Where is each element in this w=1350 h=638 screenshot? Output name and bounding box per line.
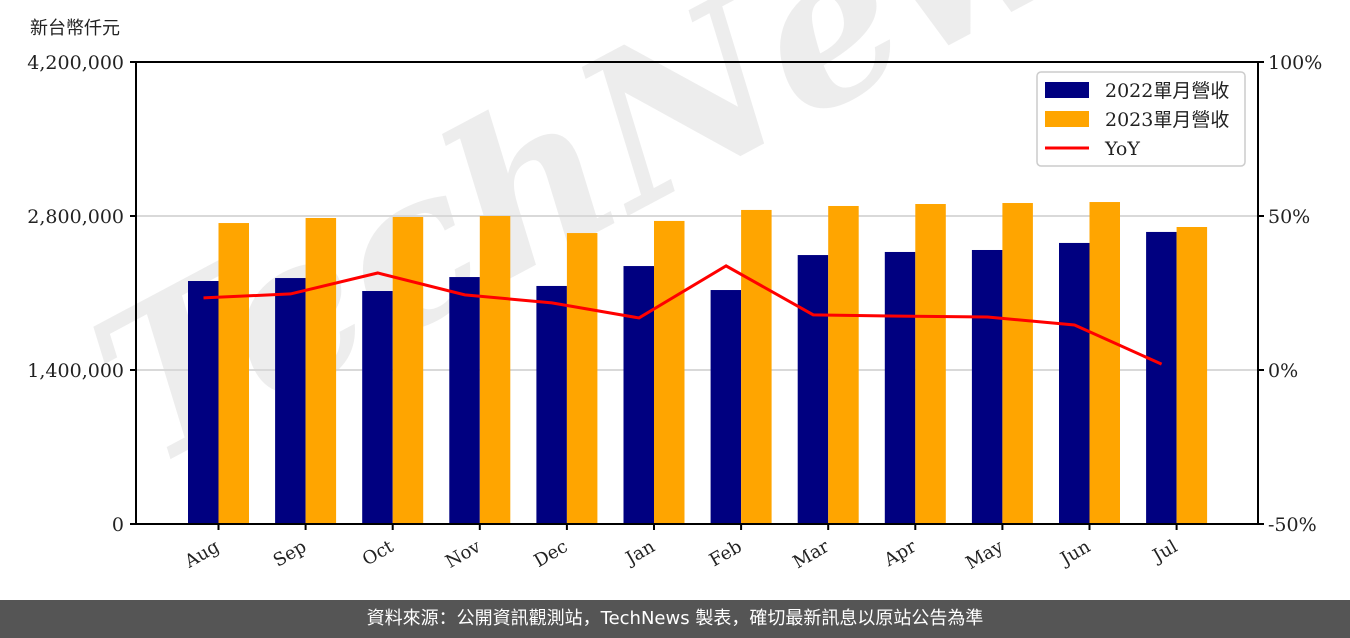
x-tick-label: Mar	[789, 536, 833, 573]
bar-2023-apr	[915, 204, 946, 524]
chart-canvas: TechNews01,400,0002,800,0004,200,000-50%…	[27, 0, 1322, 574]
bar-2022-jun	[1059, 242, 1090, 524]
bar-2023-oct	[392, 216, 424, 525]
bar-2022-feb	[710, 290, 742, 524]
x-tick-label: Jul	[1148, 536, 1182, 568]
legend-swatch-2022	[1045, 82, 1089, 98]
x-tick-label: Jan	[621, 536, 659, 570]
x-tick-label: Dec	[530, 536, 571, 572]
x-tick-label: Sep	[270, 536, 310, 571]
bar-2023-mar	[828, 205, 859, 525]
x-tick-label: Oct	[359, 536, 398, 571]
legend-label: YoY	[1104, 138, 1140, 160]
right-tick-label: -50%	[1268, 514, 1317, 536]
x-tick-label: Jun	[1055, 536, 1094, 571]
source-footer: 資料來源：公開資訊觀測站，TechNews 製表，確切最新訊息以原站公告為準	[0, 600, 1350, 638]
yoy-line	[203, 264, 1163, 366]
right-tick-label: 100%	[1268, 52, 1322, 74]
bar-2022-mar	[797, 255, 829, 525]
legend-label: 2022單月營收	[1105, 80, 1229, 102]
revenue-chart: 新台幣仟元 TechNews 0 1,400,000 2,800,000 4,200,0…	[27, 0, 1322, 574]
bar-2023-sep	[305, 217, 337, 525]
bar-2022-apr	[884, 251, 916, 524]
bar-2022-dec	[536, 285, 567, 524]
left-tick-label: 4,200,000	[27, 52, 124, 74]
bar-2023-may	[1002, 203, 1033, 524]
x-tick-label: Apr	[880, 536, 920, 571]
bar-2022-jul	[1146, 231, 1177, 524]
bar-2023-jul	[1176, 227, 1208, 524]
y-axis-unit-label: 新台幣仟元	[30, 18, 120, 39]
bar-2022-aug	[188, 281, 219, 524]
bar-2023-jun	[1089, 202, 1120, 524]
x-tick-label: Nov	[442, 536, 485, 573]
bar-2022-may	[971, 249, 1003, 525]
bar-2023-aug	[218, 223, 249, 525]
bar-2022-oct	[362, 291, 393, 524]
legend-swatch-2023	[1045, 111, 1089, 127]
bar-2022-jan	[623, 266, 654, 524]
left-tick-label: 0	[112, 514, 124, 536]
bar-2023-jan	[654, 220, 685, 524]
bar-2022-nov	[449, 277, 480, 524]
bar-2022-sep	[275, 278, 306, 524]
right-tick-label: 0%	[1268, 360, 1298, 382]
x-tick-label: May	[962, 536, 1007, 574]
legend-label: 2023單月營收	[1105, 109, 1229, 131]
bar-2023-feb	[741, 209, 772, 524]
bar-2023-dec	[566, 233, 598, 525]
x-tick-label: Aug	[180, 536, 223, 573]
right-tick-label: 50%	[1268, 206, 1310, 228]
left-tick-label: 1,400,000	[27, 360, 124, 382]
x-tick-label: Feb	[706, 536, 746, 571]
bar-2023-nov	[479, 216, 511, 524]
left-tick-label: 2,800,000	[27, 206, 124, 228]
